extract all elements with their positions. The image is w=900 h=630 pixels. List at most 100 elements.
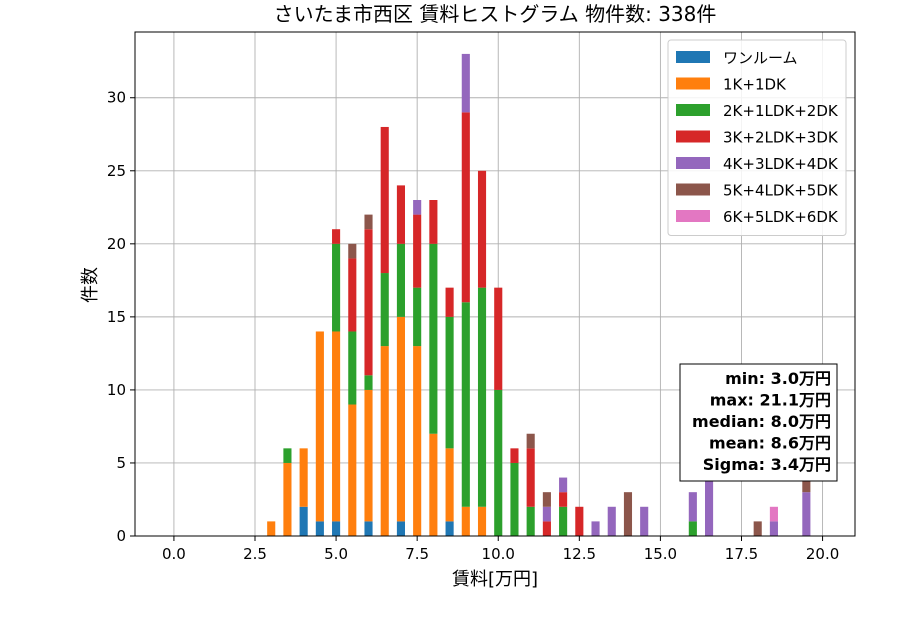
bar-3-14 [494, 287, 503, 390]
bar-3-18 [559, 492, 568, 507]
bar-2-14 [494, 389, 503, 536]
legend-entry: ワンルーム [723, 49, 798, 67]
bar-0-2 [299, 506, 308, 536]
bar-4-23 [640, 506, 649, 536]
bar-3-6 [364, 229, 373, 376]
bar-2-16 [526, 506, 535, 536]
legend-entry: 3K+2LDK+3DK [723, 129, 839, 147]
bar-1-9 [413, 346, 422, 536]
bar-2-15 [510, 462, 519, 536]
x-tick-label: 2.5 [243, 545, 267, 563]
bar-3-9 [413, 214, 422, 288]
bar-2-18 [559, 506, 568, 536]
bar-5-17 [542, 492, 551, 507]
bar-4-12 [461, 53, 470, 113]
bar-2-13 [477, 287, 487, 507]
bar-1-4 [332, 331, 341, 522]
legend-entry: 4K+3LDK+4DK [723, 155, 839, 173]
bar-3-8 [396, 185, 405, 244]
bar-1-13 [477, 506, 487, 536]
bar-2-12 [461, 302, 470, 507]
stats-box: min: 3.0万円 max: 21.1万円 median: 8.0万円 mean: … [679, 363, 838, 482]
bar-4-27 [769, 521, 778, 536]
x-tick-label: 17.5 [725, 545, 758, 563]
y-tick-label: 25 [107, 162, 126, 180]
bar-4-28 [802, 492, 811, 536]
bar-5-5 [348, 243, 357, 259]
chart-title: さいたま市西区 賃料ヒストグラム 物件数: 338件 [274, 2, 717, 26]
bar-2-24 [688, 521, 697, 536]
stat-mean: mean: 8.6万円 [709, 434, 831, 453]
legend-entry: 6K+5LDK+6DK [723, 208, 839, 226]
bar-4-18 [559, 477, 568, 493]
bar-3-11 [445, 287, 454, 317]
y-tick-label: 20 [107, 235, 126, 253]
bar-2-4 [332, 243, 341, 332]
legend-swatch [676, 183, 710, 196]
bar-5-22 [623, 492, 633, 536]
bar-5-6 [364, 214, 373, 230]
bar-3-7 [380, 126, 389, 274]
bar-3-19 [575, 506, 584, 536]
bar-5-26 [753, 521, 762, 536]
bar-3-15 [510, 448, 519, 463]
legend-entry: 1K+1DK [723, 76, 787, 94]
plot-area: 0.0 2.5 5.0 7.5 10.0 12.5 15.0 17.5 20.0 0 5 10 15 20… [107, 31, 856, 563]
legend-swatch [676, 157, 710, 169]
x-tick-label: 12.5 [563, 545, 596, 563]
bar-1-10 [429, 433, 438, 536]
bar-0-4 [332, 521, 341, 536]
bar-2-5 [348, 331, 357, 405]
x-tick-label: 15.0 [644, 545, 677, 563]
bar-1-8 [396, 316, 405, 522]
bar-0-6 [364, 521, 373, 536]
bar-4-24 [688, 492, 697, 522]
bar-0-11 [445, 521, 454, 536]
bar-2-10 [429, 243, 438, 434]
bar-1-11 [445, 448, 454, 522]
stat-sigma: Sigma: 3.4万円 [703, 455, 831, 474]
bar-3-17 [542, 521, 551, 536]
bar-3-12 [461, 112, 470, 303]
bar-4-25 [705, 477, 714, 536]
bar-6-27 [769, 506, 778, 522]
legend-entry: 2K+1LDK+2DK [723, 102, 839, 120]
x-tick-label: 20.0 [806, 545, 839, 563]
y-tick-label: 15 [107, 308, 126, 326]
legend-swatch [676, 77, 710, 90]
bar-1-7 [380, 346, 389, 536]
legend-swatch [676, 210, 710, 222]
legend-frame [667, 39, 847, 236]
y-tick-label: 0 [116, 527, 126, 545]
x-tick-label: 10.0 [482, 545, 515, 563]
bar-2-1 [283, 448, 292, 463]
legend-swatch [676, 130, 710, 143]
bar-1-5 [348, 404, 357, 536]
legend: ワンルーム 1K+1DK 2K+1LDK+2DK 3K+2LDK+3DK 4K+3LDK… [667, 39, 847, 236]
bar-0-8 [396, 521, 405, 536]
bar-3-13 [477, 170, 487, 288]
bar-2-7 [380, 273, 389, 347]
bar-1-0 [267, 521, 276, 536]
stat-min: min: 3.0万円 [725, 369, 831, 388]
plot-frame [134, 31, 856, 537]
legend-swatch [676, 51, 710, 63]
stat-max: max: 21.1万円 [710, 391, 831, 410]
bar-5-16 [526, 433, 535, 449]
bar-2-11 [445, 316, 454, 449]
bar-1-1 [283, 462, 292, 536]
y-tick-label: 10 [107, 381, 126, 399]
bar-2-6 [364, 375, 373, 390]
stats-frame [679, 363, 838, 482]
bar-4-20 [591, 521, 600, 536]
bar-3-5 [348, 258, 357, 332]
bar-3-10 [429, 200, 438, 244]
x-tick-label: 0.0 [162, 545, 186, 563]
x-axis-label: 賃料[万円] [452, 569, 538, 590]
legend-swatch [676, 104, 710, 116]
y-tick-label: 5 [116, 454, 126, 472]
bar-2-8 [396, 243, 405, 317]
y-axis-label: 件数 [80, 267, 101, 303]
bar-3-16 [526, 448, 535, 507]
